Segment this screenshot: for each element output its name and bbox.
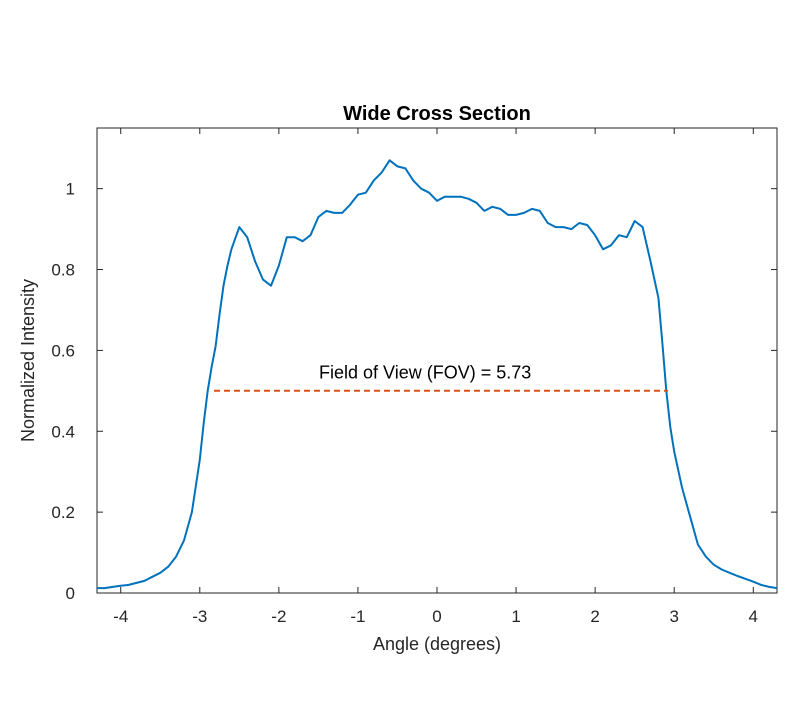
x-tick-label: 3 [669, 607, 678, 626]
x-tick-label: 1 [511, 607, 520, 626]
y-tick-label: 0.8 [51, 261, 75, 280]
y-tick-label: 0.2 [51, 503, 75, 522]
intensity-line [97, 159, 778, 590]
x-tick-label: -2 [271, 607, 286, 626]
plot-area: -4 -3 -2 -1 0 1 2 3 4 0 0.2 0.4 0.6 0.8 1 Field of View… [18, 103, 778, 654]
x-tick-label: -4 [113, 607, 128, 626]
x-tick-label: 2 [590, 607, 599, 626]
x-tick-label: 0 [432, 607, 441, 626]
chart-title: Wide Cross Section [343, 103, 531, 125]
fov-annotation: Field of View (FOV) = 5.73 [319, 363, 531, 383]
x-tick-label: -1 [350, 607, 365, 626]
y-tick-label: 0.6 [51, 341, 75, 360]
x-tick-label: -3 [192, 607, 207, 626]
y-tick-label: 1 [66, 180, 75, 199]
y-tick-label: 0.4 [51, 422, 75, 441]
y-axis-label: Normalized Intensity [18, 279, 38, 442]
x-tick-label: 4 [749, 607, 758, 626]
x-axis-label: Angle (degrees) [373, 634, 501, 654]
y-tick-label: 0 [66, 584, 75, 603]
axes-box [96, 127, 778, 594]
